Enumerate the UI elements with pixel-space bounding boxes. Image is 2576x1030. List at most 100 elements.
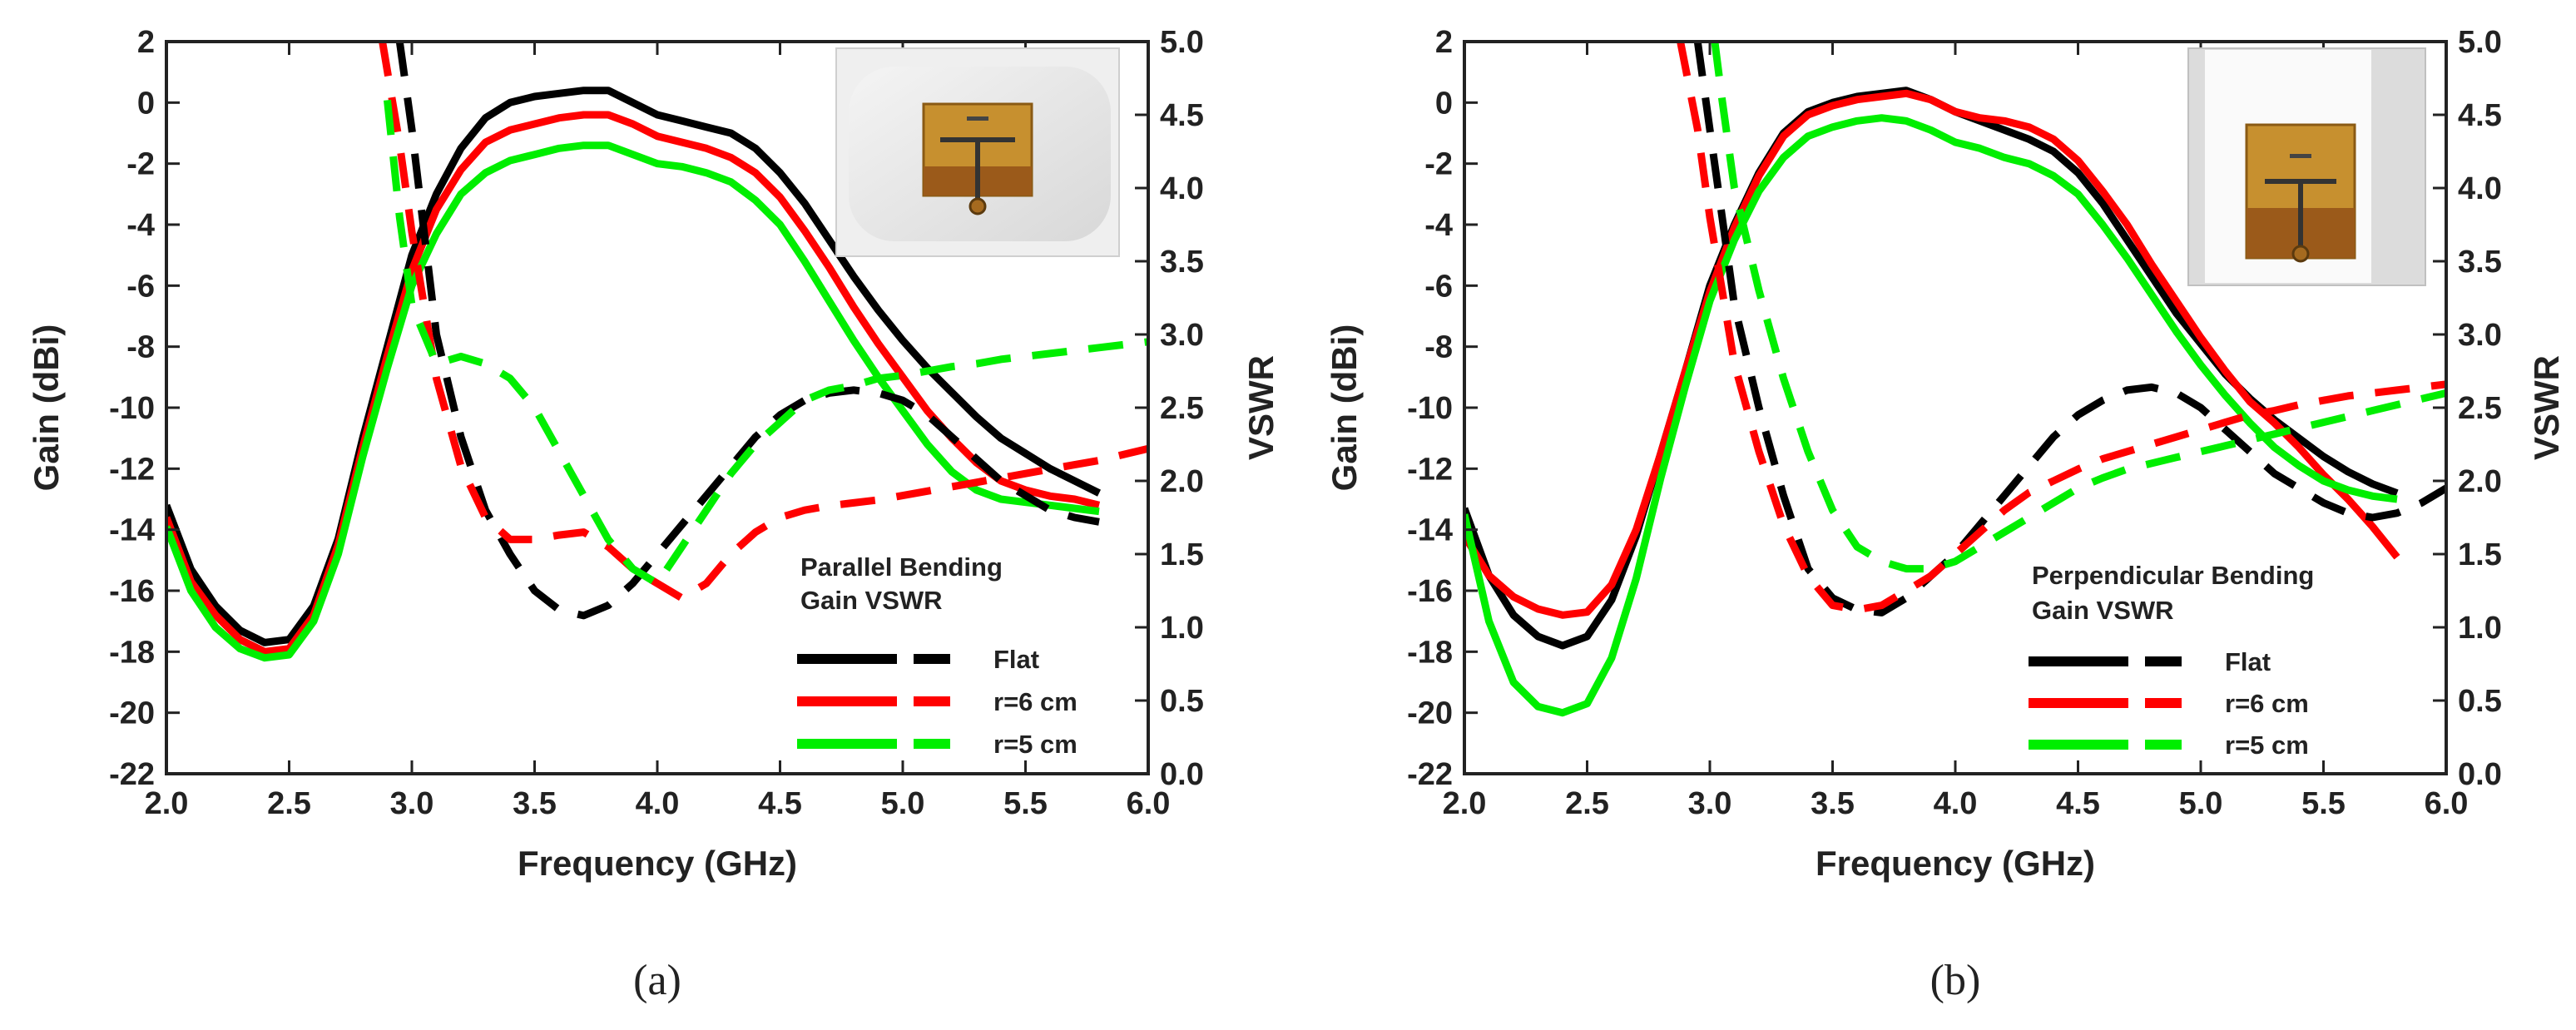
legend-title: Perpendicular Bending xyxy=(2032,561,2314,590)
y2-tick-label: 0.0 xyxy=(2458,757,2502,792)
series-layer xyxy=(166,42,1148,662)
x-axis-title: Frequency (GHz) xyxy=(518,844,797,883)
tick-marks xyxy=(165,40,1150,775)
y2-tick-label: 4.0 xyxy=(2458,171,2502,206)
panel-caption: (a) xyxy=(633,957,681,1004)
legend-label-flat: Flat xyxy=(993,645,1039,674)
y-tick-label: -18 xyxy=(109,635,155,670)
y2-tick-label: 5.0 xyxy=(2458,25,2502,60)
legend-label-r-6-cm: r=6 cm xyxy=(993,687,1077,716)
slot-mark xyxy=(967,116,988,121)
legend-entries: Flat r=6 cm r=5 cm xyxy=(797,645,1077,759)
y-tick-label: -2 xyxy=(1424,147,1453,182)
panel-caption: (b) xyxy=(1930,957,1981,1004)
r-6-cm-gain-line xyxy=(1464,89,2400,619)
connector xyxy=(2291,245,2310,263)
y-tick-label: -16 xyxy=(1407,574,1453,609)
x-tick-label: 5.5 xyxy=(2301,786,2346,821)
feed-line xyxy=(2298,179,2303,254)
y-tick-label: -22 xyxy=(109,757,155,792)
y2-tick-label: 3.5 xyxy=(2458,245,2502,280)
y-axis-title: Gain (dBi) xyxy=(1325,324,1364,492)
r-5-cm-vswr-line xyxy=(1711,42,2446,573)
legend: Perpendicular Bending Gain VSWR Flat r=6 … xyxy=(2029,561,2314,760)
x-tick-label: 5.0 xyxy=(2179,786,2223,821)
legend: Parallel Bending Gain VSWR Flat r=6 cm r=5… xyxy=(797,552,1077,759)
y-tick-label: -14 xyxy=(1407,513,1453,548)
legend-label-r-6-cm: r=6 cm xyxy=(2225,689,2309,718)
y2-tick-label: 0.5 xyxy=(2458,684,2502,719)
legend-label-flat: Flat xyxy=(2225,647,2271,676)
r-6-cm-vswr-line xyxy=(1677,42,2446,614)
xtick-labels: 2.0 2.5 3.0 3.5 4.0 4.5 5.0 5.5 6.0 xyxy=(1443,786,2469,821)
legend-label-r-5-cm: r=5 cm xyxy=(2225,730,2309,760)
ytick-labels: 2 0 -2 -4 -6 -8 -10 -12 -14 -16 -18 -20 -22 xyxy=(109,25,155,792)
y-tick-label: -10 xyxy=(1407,391,1453,426)
feed-line xyxy=(975,137,980,200)
y2tick-labels: 5.0 4.5 4.0 3.5 3.0 2.5 2.0 1.5 1.0 0.5 0.0 xyxy=(1160,25,1204,792)
legend-entries: Flat r=6 cm r=5 cm xyxy=(2029,647,2309,760)
x-tick-label: 2.0 xyxy=(1443,786,1487,821)
y2-axis-title: VSWR xyxy=(2527,355,2566,460)
x-tick-label: 3.0 xyxy=(1688,786,1732,821)
y-tick-label: 2 xyxy=(1435,25,1453,60)
legend-title: Parallel Bending xyxy=(800,552,1003,582)
x-tick-label: 2.5 xyxy=(1565,786,1609,821)
y2-tick-label: 3.0 xyxy=(2458,318,2502,353)
legend-label-r-5-cm: r=5 cm xyxy=(993,730,1077,759)
x-tick-label: 3.5 xyxy=(513,786,557,821)
y-tick-label: -16 xyxy=(109,574,155,609)
y-tick-label: -10 xyxy=(109,391,155,426)
slot-mark xyxy=(2290,154,2311,158)
x-tick-label: 4.0 xyxy=(1934,786,1978,821)
y-tick-label: 2 xyxy=(137,25,155,60)
y2-tick-label: 0.0 xyxy=(1160,757,1204,792)
x-tick-label: 5.0 xyxy=(881,786,925,821)
y-tick-label: -6 xyxy=(1424,269,1453,304)
y2-tick-label: 4.5 xyxy=(1160,98,1204,133)
y2-tick-label: 4.0 xyxy=(1160,171,1204,206)
y2-tick-label: 1.5 xyxy=(2458,537,2502,572)
x-tick-label: 4.5 xyxy=(758,786,802,821)
y2-tick-label: 2.0 xyxy=(2458,464,2502,499)
x-tick-label: 2.5 xyxy=(267,786,311,821)
y-tick-label: -18 xyxy=(1407,635,1453,670)
y-tick-label: -12 xyxy=(1407,452,1453,487)
legend-subtitle: Gain VSWR xyxy=(800,586,943,615)
y2-tick-label: 3.5 xyxy=(1160,245,1204,280)
panel-b: 2.0 2.5 3.0 3.5 4.0 4.5 5.0 5.5 6.0 2 0 -2 -4 -6 -8 -1… xyxy=(1325,25,2566,1004)
y2-tick-label: 0.5 xyxy=(1160,684,1204,719)
r-5-cm-gain-line xyxy=(166,141,1100,662)
y-tick-label: -20 xyxy=(1407,696,1453,731)
x-axis-title: Frequency (GHz) xyxy=(1816,844,2095,883)
y-tick-label: -12 xyxy=(109,452,155,487)
x-tick-label: 6.0 xyxy=(2425,786,2469,821)
y2-tick-label: 4.5 xyxy=(2458,98,2502,133)
y2-tick-label: 1.0 xyxy=(2458,611,2502,646)
y-tick-label: -22 xyxy=(1407,757,1453,792)
xtick-labels: 2.0 2.5 3.0 3.5 4.0 4.5 5.0 5.5 6.0 xyxy=(145,786,1171,821)
y-tick-label: -14 xyxy=(109,513,155,548)
y-tick-label: 0 xyxy=(137,86,155,121)
y2-tick-label: 3.0 xyxy=(1160,318,1204,353)
y-tick-label: -4 xyxy=(1424,208,1453,243)
x-tick-label: 2.0 xyxy=(145,786,189,821)
y-tick-label: 0 xyxy=(1435,86,1453,121)
y2-tick-label: 2.5 xyxy=(2458,391,2502,426)
y2-tick-label: 1.5 xyxy=(1160,537,1204,572)
inset-photo xyxy=(2187,47,2426,286)
y2-tick-label: 1.0 xyxy=(1160,611,1204,646)
y-tick-label: -8 xyxy=(1424,330,1453,365)
y2-tick-label: 2.5 xyxy=(1160,391,1204,426)
series-layer xyxy=(1464,42,2446,717)
y2tick-labels: 5.0 4.5 4.0 3.5 3.0 2.5 2.0 1.5 1.0 0.5 0.0 xyxy=(2458,25,2502,792)
legend-subtitle: Gain VSWR xyxy=(2032,596,2174,625)
connector xyxy=(968,197,987,215)
y-axis-title: Gain (dBi) xyxy=(27,324,66,492)
ytick-labels: 2 0 -2 -4 -6 -8 -10 -12 -14 -16 -18 -20 -22 xyxy=(1407,25,1453,792)
y-tick-label: -20 xyxy=(109,696,155,731)
r-5-cm-gain-line xyxy=(1464,114,2398,717)
x-tick-label: 5.5 xyxy=(1003,786,1048,821)
y2-tick-label: 2.0 xyxy=(1160,464,1204,499)
